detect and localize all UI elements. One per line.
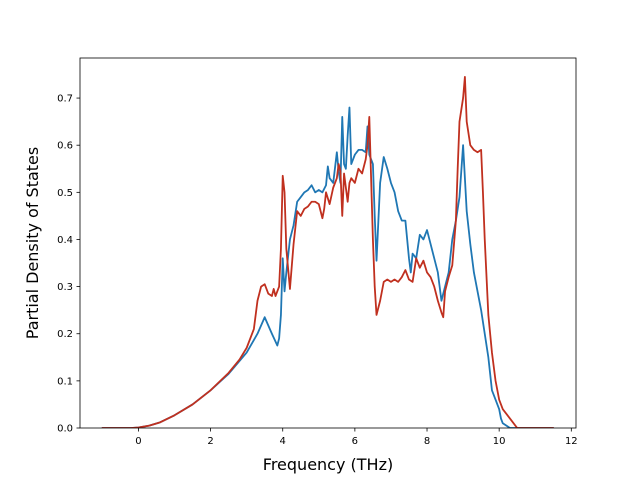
y-tick-label: 0.2: [57, 329, 73, 340]
y-tick-label: 0.0: [57, 424, 73, 435]
y-tick-label: 0.6: [57, 141, 73, 152]
series-line-2: [101, 75, 555, 428]
y-axis-label: Partial Density of States: [23, 147, 42, 339]
series-layer: [101, 75, 555, 428]
y-tick-label: 0.5: [57, 188, 73, 199]
x-tick-label: 10: [493, 436, 506, 447]
y-tick-label: 0.7: [57, 94, 73, 105]
x-axis-label: Frequency (THz): [263, 455, 393, 474]
y-tick-label: 0.3: [57, 282, 73, 293]
y-tick-label: 0.4: [57, 235, 73, 246]
series-line-1: [101, 106, 555, 428]
x-tick-label: 4: [280, 436, 286, 447]
y-axis-ticks: 0.0 0.1 0.2 0.3 0.4 0.5 0.6 0.7: [57, 94, 80, 435]
x-tick-label: 8: [424, 436, 430, 447]
y-tick-label: 0.1: [57, 376, 73, 387]
x-tick-label: 12: [565, 436, 578, 447]
x-axis-ticks: 0 2 4 6 8 10 12: [135, 428, 578, 447]
x-tick-label: 0: [135, 436, 141, 447]
x-tick-label: 6: [352, 436, 358, 447]
axes-frame: [79, 57, 577, 429]
x-tick-label: 2: [207, 436, 213, 447]
